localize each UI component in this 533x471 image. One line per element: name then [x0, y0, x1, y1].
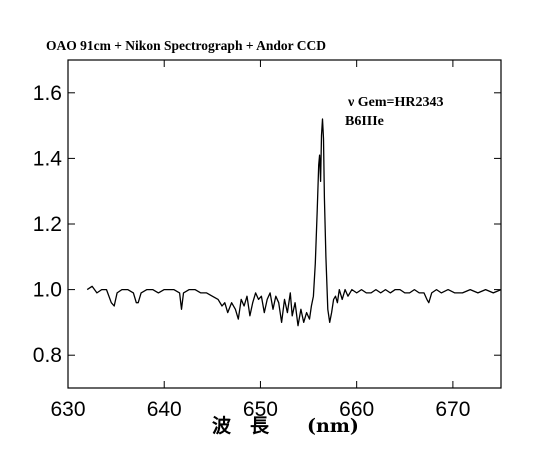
- x-axis-label: 波 長 (nm): [212, 414, 359, 437]
- y-tick-label: 1.0: [33, 279, 62, 302]
- y-tick-label: 1.6: [33, 82, 62, 105]
- x-axis: 630 640 650 660 670: [50, 60, 470, 421]
- y-tick-label: 1.4: [33, 147, 63, 170]
- star-name-annotation: ν Gem=HR2343: [347, 95, 444, 110]
- y-axis: 0.8 1.0 1.2 1.4 1.6: [33, 82, 501, 367]
- chart-title: OAO 91cm + Nikon Spectrograph + Andor CC…: [46, 38, 326, 53]
- x-tick-label: 650: [243, 398, 278, 421]
- y-tick-label: 1.2: [33, 213, 62, 236]
- x-tick-label: 630: [50, 398, 85, 421]
- x-tick-label: 640: [147, 398, 182, 421]
- spectral-type-annotation: B6IIIe: [345, 114, 384, 129]
- spectrum-line: [86, 118, 502, 327]
- x-tick-label: 660: [339, 398, 374, 421]
- y-tick-label: 0.8: [33, 344, 62, 367]
- x-tick-label: 670: [435, 398, 470, 421]
